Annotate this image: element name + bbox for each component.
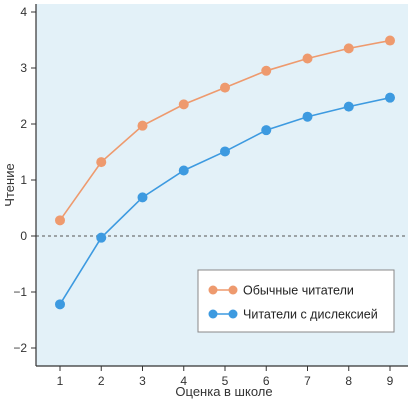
series-2 (55, 92, 395, 310)
x-tick-label: 2 (98, 374, 105, 388)
x-tick-label: 3 (139, 374, 146, 388)
x-tick-label: 1 (57, 374, 64, 388)
legend-box (197, 269, 395, 333)
x-tick-label: 9 (387, 374, 394, 388)
data-point (137, 120, 148, 131)
data-point (302, 111, 313, 122)
y-axis-title: Чтение (2, 163, 17, 206)
data-point (385, 35, 395, 46)
x-tick-label: 8 (345, 374, 352, 388)
x-axis-ticks: 1 2 3 4 5 6 7 8 9 (57, 366, 394, 388)
data-point (343, 101, 354, 112)
y-tick-label: −1 (13, 285, 27, 299)
y-tick-label: 4 (20, 5, 27, 19)
data-point (137, 192, 148, 203)
data-point (220, 82, 230, 93)
data-point (385, 92, 395, 103)
legend-swatch-marker (208, 285, 218, 295)
data-point (261, 125, 272, 136)
data-point (178, 165, 189, 176)
y-tick-label: 3 (20, 61, 27, 75)
legend-swatch-marker (208, 309, 218, 319)
legend-swatch-marker (228, 285, 238, 295)
series-layer (55, 35, 395, 310)
x-axis-title: Оценка в школе (175, 384, 272, 399)
data-point (343, 43, 354, 54)
x-tick-label: 4 (180, 374, 187, 388)
legend-swatch-marker (228, 309, 238, 319)
y-axis-ticks: 4 3 2 1 0 −1 −2 (13, 5, 36, 355)
y-tick-label: −2 (13, 341, 27, 355)
data-point (261, 65, 272, 76)
series-1 (55, 35, 395, 226)
legend-label: Читатели с дислексией (243, 308, 378, 322)
legend-label: Обычные читатели (243, 284, 354, 298)
y-tick-label: 1 (20, 173, 27, 187)
legend: Обычные читатели Читатели с дислексией (197, 269, 395, 333)
x-tick-label: 5 (222, 374, 229, 388)
data-point (302, 53, 313, 64)
x-tick-label: 7 (304, 374, 311, 388)
data-point (96, 232, 107, 243)
data-point (55, 299, 65, 310)
data-point (55, 215, 65, 226)
data-point (220, 146, 230, 157)
x-tick-label: 6 (263, 374, 270, 388)
y-tick-label: 0 (20, 229, 27, 243)
y-tick-label: 2 (20, 117, 27, 131)
data-point (96, 157, 107, 168)
data-point (178, 99, 189, 110)
